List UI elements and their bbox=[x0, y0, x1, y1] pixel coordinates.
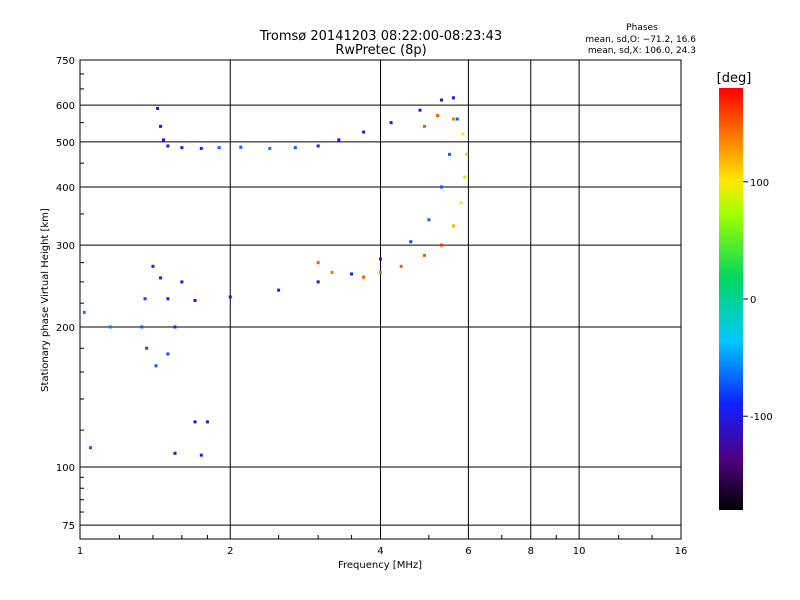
data-point bbox=[399, 264, 403, 268]
data-point bbox=[173, 451, 177, 455]
data-point bbox=[159, 276, 163, 280]
data-point bbox=[166, 144, 170, 148]
data-point bbox=[455, 117, 459, 121]
data-point bbox=[199, 453, 203, 457]
gridlines bbox=[80, 60, 681, 539]
x-tick-label: 10 bbox=[573, 546, 586, 557]
data-point bbox=[166, 352, 170, 356]
data-point bbox=[422, 253, 426, 257]
chart-subtitle: RwPretec (8p) bbox=[335, 43, 426, 58]
x-axis-label: Frequency [MHz] bbox=[338, 560, 422, 571]
x-tick-label: 4 bbox=[377, 546, 383, 557]
x-axis-ticks: 1 2 4 6 8 10 16 bbox=[77, 535, 688, 557]
y-tick-label: 500 bbox=[56, 138, 75, 149]
data-point bbox=[217, 146, 221, 150]
colorbar-tick-label: 0 bbox=[750, 295, 756, 306]
x-tick-label: 8 bbox=[528, 546, 534, 557]
data-point bbox=[82, 310, 86, 314]
data-point bbox=[440, 243, 444, 247]
y-axis-label: Stationary phase Virtual Height [km] bbox=[40, 208, 51, 392]
phases-o-mean: mean, sd,O: −71.2, 16.6 bbox=[585, 35, 696, 45]
chart-title: Tromsø 20141203 08:22:00-08:23:43 bbox=[259, 29, 502, 44]
data-point bbox=[193, 420, 197, 424]
data-point bbox=[451, 96, 455, 100]
x-tick-label: 2 bbox=[227, 546, 233, 557]
data-point bbox=[166, 297, 170, 301]
data-point bbox=[330, 270, 334, 274]
data-point bbox=[89, 446, 93, 450]
y-tick-label: 100 bbox=[56, 463, 75, 474]
y-tick-label: 600 bbox=[56, 101, 75, 112]
data-point bbox=[228, 295, 232, 299]
data-point bbox=[350, 272, 354, 276]
data-point bbox=[362, 130, 366, 134]
data-point bbox=[448, 152, 452, 156]
colorbar-tick-label: 100 bbox=[750, 178, 769, 189]
data-point bbox=[427, 218, 431, 222]
x-tick-label: 16 bbox=[675, 546, 688, 557]
data-point bbox=[435, 113, 439, 117]
data-point bbox=[180, 280, 184, 284]
data-point bbox=[451, 224, 455, 228]
x-tick-label: 1 bbox=[77, 546, 83, 557]
data-point bbox=[145, 346, 149, 350]
data-point bbox=[409, 240, 413, 244]
data-point bbox=[418, 108, 422, 112]
data-point bbox=[193, 298, 197, 302]
data-point bbox=[379, 257, 382, 261]
data-point bbox=[461, 132, 465, 136]
x-tick-label: 6 bbox=[465, 546, 471, 557]
y-tick-label: 75 bbox=[62, 521, 75, 532]
data-point bbox=[159, 124, 163, 128]
data-point bbox=[162, 138, 166, 142]
data-point bbox=[268, 146, 272, 150]
data-point bbox=[173, 325, 177, 329]
phases-box-title: Phases bbox=[626, 23, 658, 33]
data-point bbox=[440, 98, 444, 102]
colorbar-tick-label: -100 bbox=[750, 412, 773, 423]
data-point bbox=[451, 117, 455, 121]
y-tick-label: 300 bbox=[56, 241, 75, 252]
data-point bbox=[463, 175, 467, 179]
data-point bbox=[277, 288, 281, 292]
colorbar-ticks: 100 0 -100 bbox=[743, 178, 773, 423]
data-point bbox=[337, 138, 341, 142]
data-points bbox=[82, 96, 469, 457]
data-point bbox=[156, 106, 160, 110]
data-point bbox=[180, 146, 184, 150]
data-point bbox=[465, 152, 469, 156]
data-point bbox=[316, 261, 320, 265]
data-point bbox=[293, 146, 297, 150]
y-tick-label: 200 bbox=[56, 323, 75, 334]
data-point bbox=[316, 280, 320, 284]
data-point bbox=[108, 325, 112, 329]
data-point bbox=[362, 275, 366, 279]
plot-frame bbox=[79, 59, 682, 540]
data-point bbox=[154, 364, 158, 368]
data-point bbox=[422, 124, 426, 128]
data-point bbox=[440, 185, 444, 189]
data-point bbox=[140, 325, 144, 329]
colorbar bbox=[719, 88, 743, 510]
data-point bbox=[205, 420, 209, 424]
y-tick-label: 750 bbox=[56, 56, 75, 67]
data-point bbox=[143, 297, 147, 301]
data-point bbox=[389, 121, 393, 125]
y-axis-ticks: 75 100 200 300 400 500 600 750 bbox=[56, 56, 84, 532]
data-point bbox=[199, 146, 203, 150]
colorbar-label: [deg] bbox=[717, 71, 752, 86]
data-point bbox=[151, 264, 155, 268]
data-point bbox=[459, 201, 463, 205]
data-point bbox=[379, 270, 382, 274]
data-point bbox=[239, 145, 243, 149]
y-tick-label: 400 bbox=[56, 183, 75, 194]
data-point bbox=[316, 144, 320, 148]
phases-x-mean: mean, sd,X: 106.0, 24.3 bbox=[588, 46, 696, 56]
